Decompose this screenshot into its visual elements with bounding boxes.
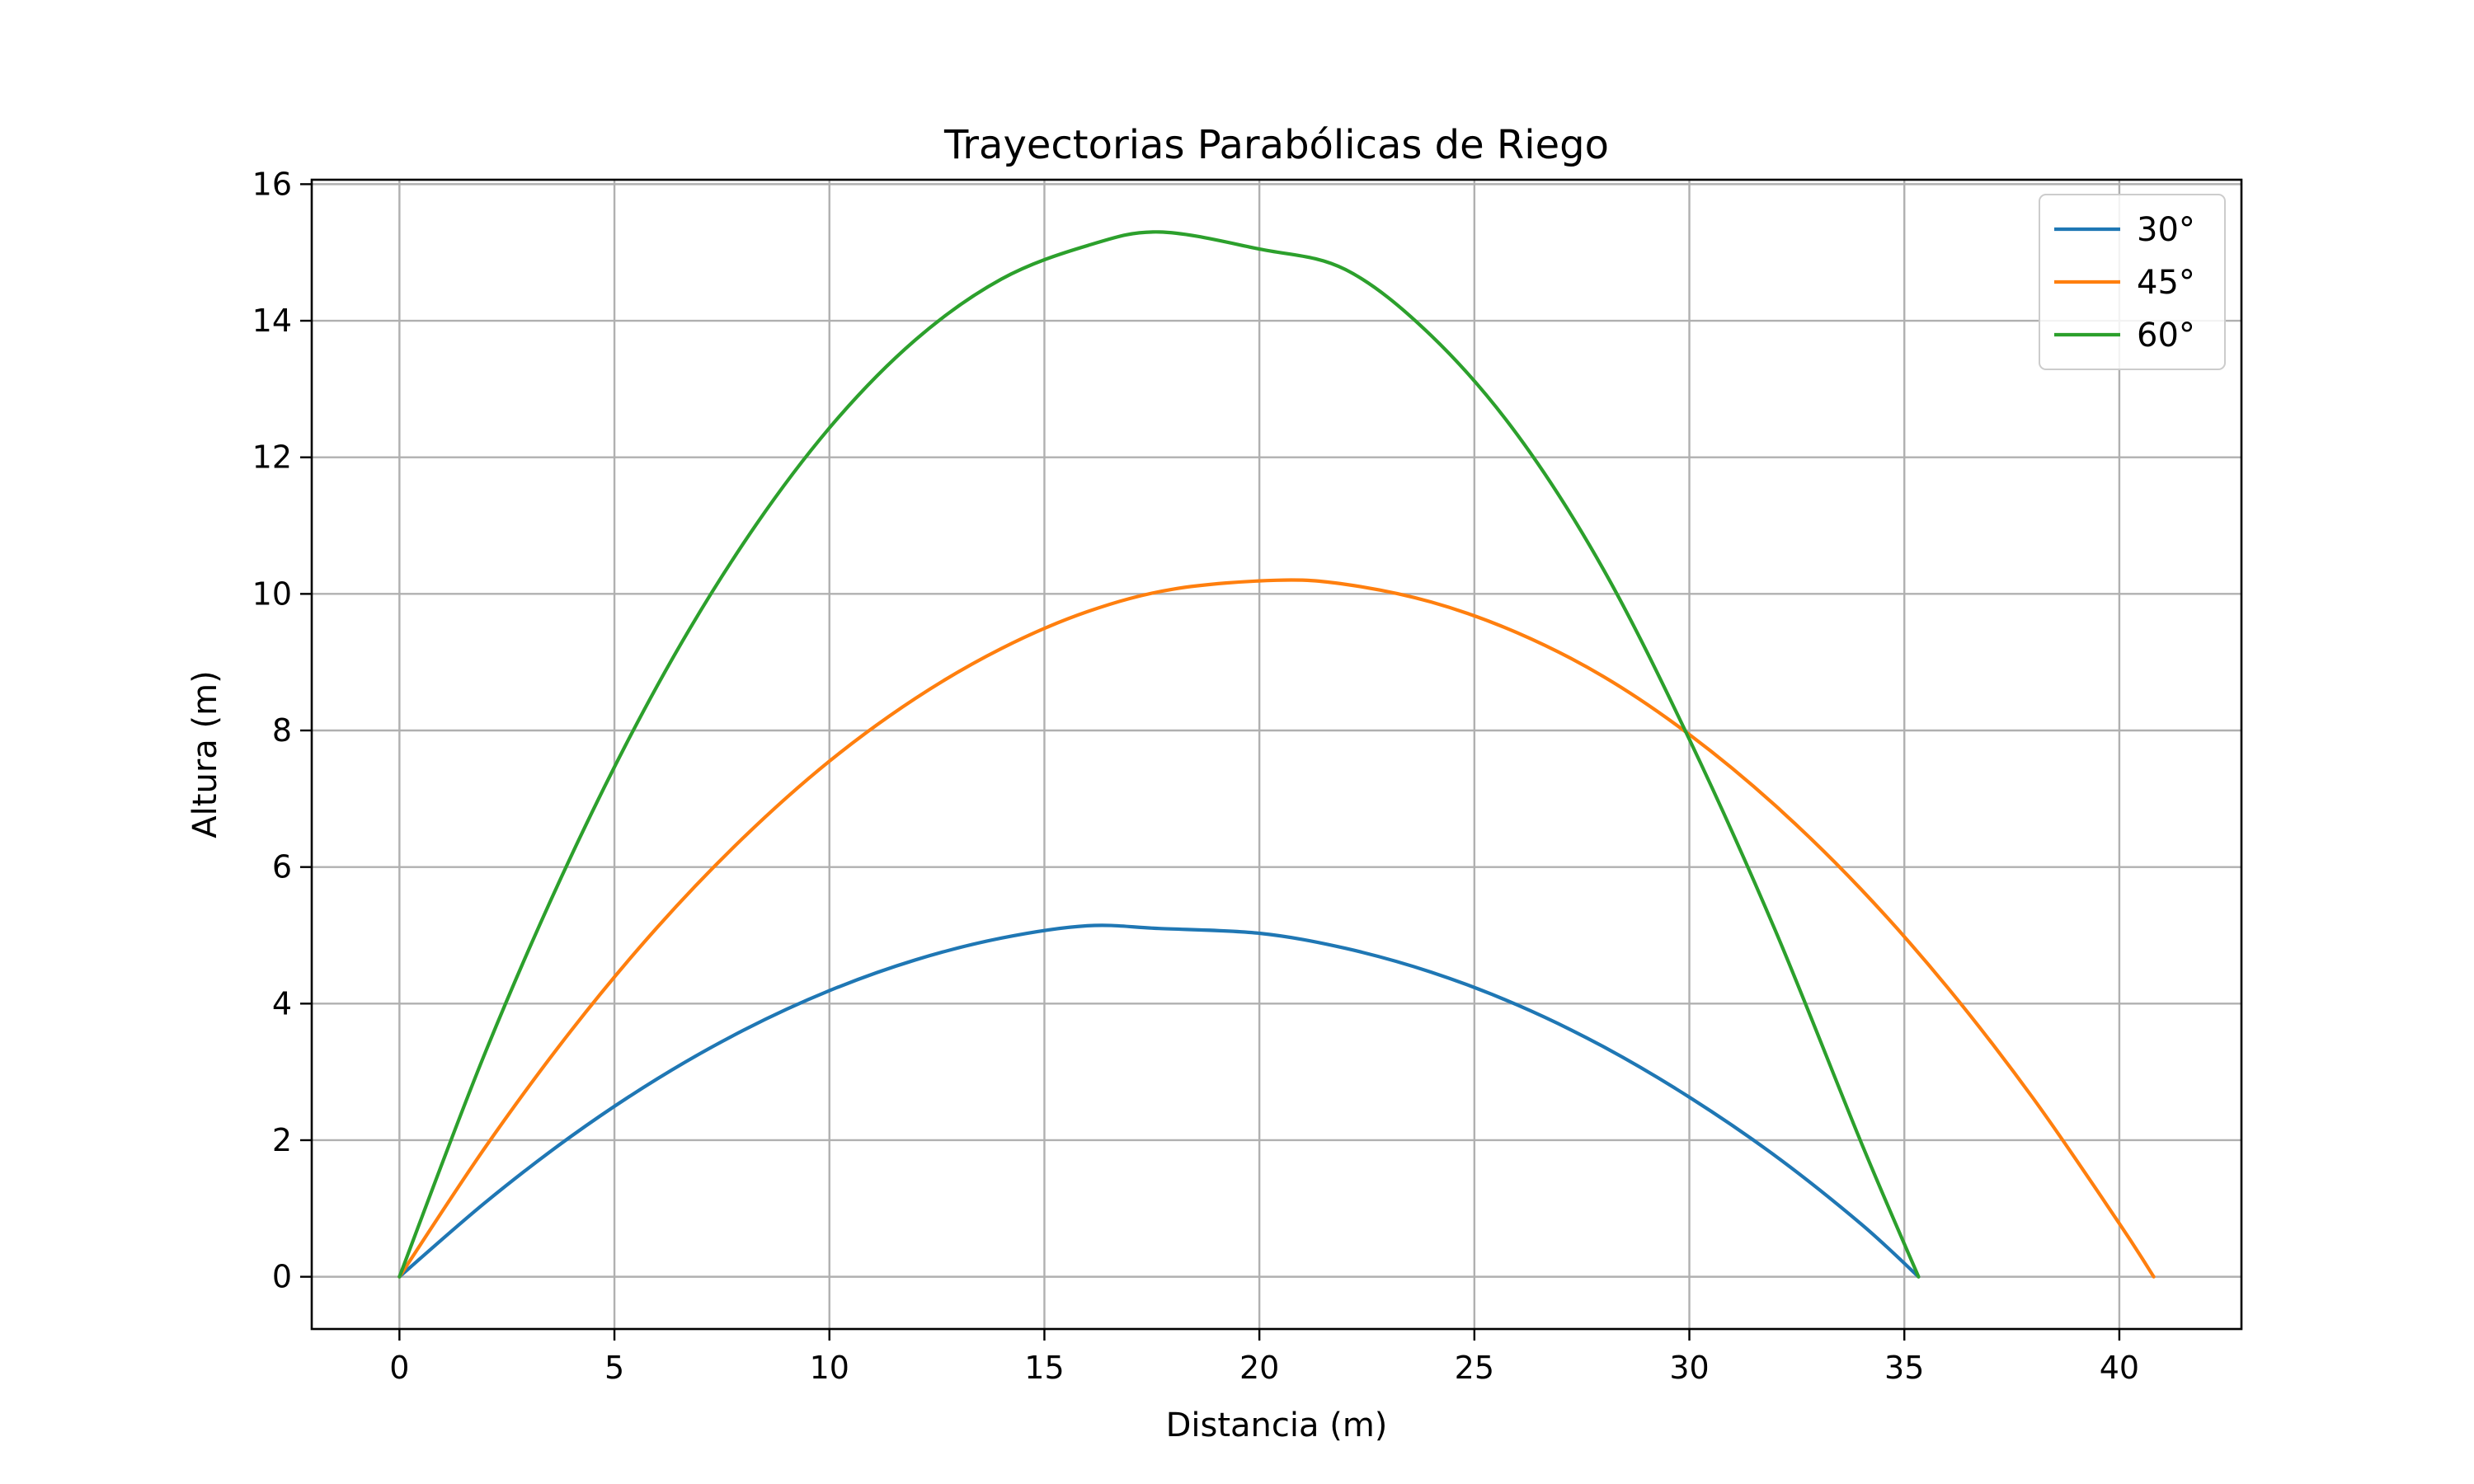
legend-box bbox=[2039, 194, 2226, 370]
y-tick-label: 2 bbox=[272, 1122, 292, 1158]
y-tick-label: 8 bbox=[272, 712, 292, 749]
plot-series bbox=[397, 230, 2156, 1279]
x-tick-label: 15 bbox=[1024, 1350, 1064, 1386]
x-tick-label: 25 bbox=[1455, 1350, 1494, 1386]
legend-label-3: 60° bbox=[2137, 317, 2195, 355]
y-tick-label: 4 bbox=[272, 985, 292, 1021]
legend: 30° 45° 60° bbox=[2039, 194, 2226, 370]
series-line-2 bbox=[397, 578, 2156, 1279]
series-line-1 bbox=[397, 923, 1921, 1279]
series-line-3 bbox=[397, 230, 1921, 1279]
legend-label-1: 30° bbox=[2137, 211, 2195, 249]
legend-label-2: 45° bbox=[2137, 264, 2195, 302]
y-axis-label: Altura (m) bbox=[186, 670, 224, 838]
y-tick-label: 12 bbox=[252, 439, 292, 476]
chart-title: Trayectorias Parabólicas de Riego bbox=[943, 122, 1609, 168]
x-tick-label: 30 bbox=[1669, 1350, 1709, 1386]
x-tick-label: 0 bbox=[389, 1350, 409, 1386]
x-tick-label: 20 bbox=[1239, 1350, 1279, 1386]
x-tick-label: 40 bbox=[2100, 1350, 2139, 1386]
x-tick-label: 35 bbox=[1884, 1350, 1924, 1386]
y-tick-label: 14 bbox=[252, 303, 292, 339]
y-tick-label: 16 bbox=[252, 166, 292, 202]
x-tick-label: 5 bbox=[604, 1350, 624, 1386]
y-tick-label: 6 bbox=[272, 849, 292, 885]
axis-ticks: 0 5 10 15 20 25 30 35 40 0 2 4 6 8 10 12 14 16 bbox=[252, 166, 2139, 1386]
y-tick-label: 0 bbox=[272, 1259, 292, 1295]
grid bbox=[312, 180, 2241, 1329]
plot-area-frame bbox=[310, 178, 2243, 1331]
x-tick-label: 10 bbox=[810, 1350, 849, 1386]
x-axis-label: Distancia (m) bbox=[1166, 1407, 1388, 1444]
y-tick-label: 10 bbox=[252, 575, 292, 612]
